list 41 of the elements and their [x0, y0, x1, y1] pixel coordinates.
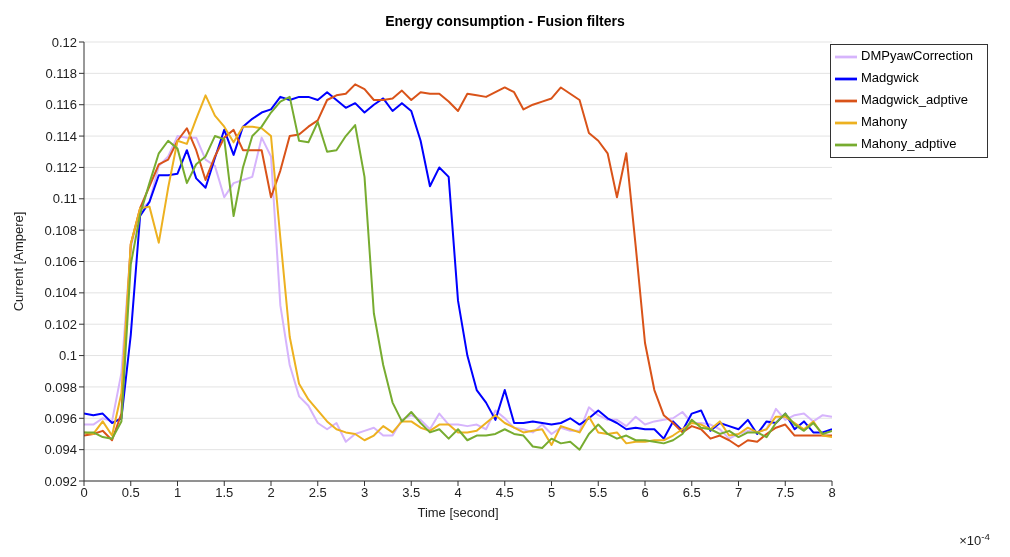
x-tick-label: 7.5: [776, 485, 795, 501]
x-tick-label: 7: [734, 485, 743, 501]
y-tick-label: 0.11: [52, 191, 77, 207]
y-axis-title: Current [Ampere]: [10, 211, 26, 312]
x-tick-label: 4: [454, 485, 462, 501]
y-tick-label: 0.092: [44, 473, 77, 489]
y-tick-label: 0.12: [51, 34, 77, 50]
legend-label: Madgwick: [861, 70, 919, 86]
legend-label: Mahony: [861, 114, 908, 130]
x-tick-label: 6: [641, 485, 649, 501]
y-tick-label: 0.118: [45, 65, 77, 81]
y-tick-label: 0.112: [45, 160, 77, 176]
y-tick-label: 0.106: [44, 254, 77, 270]
legend-label: Mahony_adptive: [861, 136, 957, 152]
x-tick-label: 5.5: [589, 485, 608, 501]
y-tick-label: 0.116: [45, 97, 77, 113]
x-tick-label: 0: [80, 485, 88, 501]
text: ×10$^{-4}$: [959, 530, 991, 548]
x-tick-label: 1: [173, 485, 182, 501]
x-axis-title: Time [second]: [417, 505, 499, 520]
x-tick-label: 6.5: [682, 485, 701, 501]
x-tick-label: 2.5: [308, 485, 327, 501]
legend-label: DMPyawCorrection: [861, 48, 973, 64]
y-tick-label: 0.096: [44, 410, 77, 426]
x-tick-label: 3.5: [402, 485, 421, 501]
y-tick-label: 0.1: [58, 348, 77, 364]
chart-title: Energy consumption - Fusion filters: [385, 13, 625, 29]
x-tick-label: 3: [360, 485, 369, 501]
y-tick-label: 0.102: [44, 316, 77, 332]
y-tick-label: 0.104: [44, 285, 77, 301]
x-tick-label: 1.5: [215, 485, 234, 501]
x-tick-label: 2: [267, 485, 275, 501]
x-tick-label: 0.5: [121, 485, 140, 501]
y-tick-label: 0.094: [44, 442, 77, 458]
y-tick-label: 0.108: [44, 222, 77, 238]
legend-label: Madgwick_adptive: [861, 92, 968, 108]
y-tick-label: 0.114: [45, 128, 77, 144]
y-tick-label: 0.098: [44, 379, 77, 395]
x-tick-label: 5: [547, 485, 556, 501]
x-tick-label: 4.5: [495, 485, 514, 501]
x-tick-label: 8: [828, 485, 836, 501]
